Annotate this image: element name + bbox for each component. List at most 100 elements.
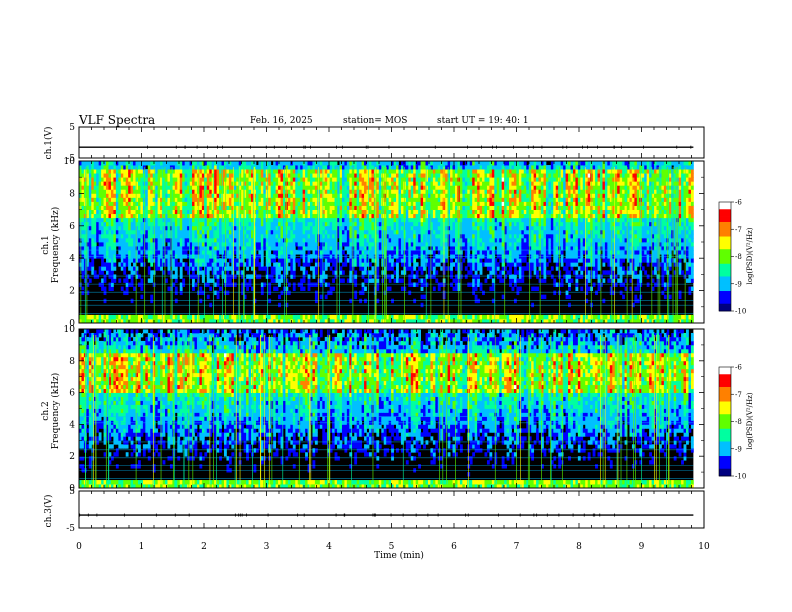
spectrogram-cell xyxy=(196,161,200,166)
spectrogram-cell xyxy=(96,177,100,182)
spectrogram-cell xyxy=(314,201,318,206)
spectrogram-cell xyxy=(396,258,399,263)
spectrogram-cell xyxy=(162,270,166,275)
spectrogram-cell xyxy=(302,201,306,206)
spectrogram-cell xyxy=(425,242,429,247)
spectrogram-cell xyxy=(98,217,102,223)
spectrogram-cell xyxy=(329,258,333,263)
spectrogram-cell xyxy=(243,181,247,186)
spectrogram-cell xyxy=(211,225,215,231)
spectrogram-cell xyxy=(396,221,399,227)
spectrogram-cell xyxy=(165,213,168,219)
spectrogram-cell xyxy=(415,193,419,198)
spectrogram-cell xyxy=(140,237,144,243)
spectrogram-cell xyxy=(113,189,117,194)
spectrogram-cell xyxy=(192,318,195,324)
spectrogram-cell xyxy=(373,250,377,255)
spectrogram-cell xyxy=(142,318,146,324)
spectrogram-cell xyxy=(302,246,306,251)
spectrogram-cell xyxy=(219,314,222,320)
spectrogram-cell xyxy=(292,209,296,215)
spectrogram-cell xyxy=(322,314,326,320)
spectrogram-cell xyxy=(440,217,444,223)
spectrogram-cell xyxy=(214,290,218,296)
spectrogram-cell xyxy=(177,193,181,198)
spectrogram-cell xyxy=(322,193,326,198)
spectrogram-cell xyxy=(346,169,350,174)
spectrogram-cell xyxy=(396,318,399,324)
spectrogram-cell xyxy=(147,318,151,324)
spectrogram-cell xyxy=(445,173,449,178)
spectrogram-cell xyxy=(150,201,154,206)
spectrogram-cell xyxy=(378,318,382,324)
spectrogram-cell xyxy=(322,262,326,267)
spectrogram-cell xyxy=(435,225,439,231)
spectrogram-cell xyxy=(96,237,100,243)
spectrogram-cell xyxy=(356,237,360,243)
spectrogram-cell xyxy=(344,242,348,247)
spectrogram-cell xyxy=(130,189,134,194)
spectrogram-cell xyxy=(332,278,335,283)
spectrogram-cell xyxy=(445,213,449,219)
spectrogram-cell xyxy=(174,181,178,186)
spectrogram-cell xyxy=(403,221,407,227)
spectrogram-cell xyxy=(108,165,112,170)
spectrogram-cell xyxy=(344,193,348,198)
spectrogram-cell xyxy=(368,262,372,267)
spectrogram-cell xyxy=(366,201,370,206)
spectrogram-cell xyxy=(88,221,92,227)
spectrogram-cell xyxy=(356,205,360,210)
spectrogram-cell xyxy=(310,165,313,170)
spectrogram-cell xyxy=(337,169,340,174)
spectrogram-cell xyxy=(430,173,434,178)
spectrogram-cell xyxy=(231,189,235,194)
spectrogram-cell xyxy=(280,197,284,202)
spectrogram-cell xyxy=(110,193,114,198)
spectrogram-cell xyxy=(268,225,272,231)
spectrogram-cell xyxy=(270,189,274,194)
spectrogram-cell xyxy=(454,242,458,247)
spectrogram-cell xyxy=(86,217,90,223)
spectrogram-cell xyxy=(278,217,281,223)
spectrogram-cell xyxy=(133,318,136,324)
spectrogram-cell xyxy=(91,250,95,255)
spectrogram-cell xyxy=(206,205,210,210)
spectrogram-cell xyxy=(201,201,205,206)
spectrogram-cell xyxy=(366,314,370,320)
spectrogram-cell xyxy=(135,169,139,174)
spectrogram-cell xyxy=(383,318,387,324)
spectrogram-cell xyxy=(302,173,306,178)
spectrogram-cell xyxy=(368,314,372,320)
spectrogram-cell xyxy=(467,246,471,251)
spectrogram-cell xyxy=(435,189,439,194)
spectrogram-cell xyxy=(396,278,399,283)
spectrogram-cell xyxy=(209,246,213,251)
spectrogram-cell xyxy=(150,185,154,190)
spectrogram-cell xyxy=(147,270,151,275)
spectrogram-cell xyxy=(403,250,407,255)
spectrogram-cell xyxy=(81,209,85,215)
spectrogram-cell xyxy=(420,258,424,263)
spectrogram-cell xyxy=(238,197,242,202)
spectrogram-cell xyxy=(364,278,367,283)
spectrogram-cell xyxy=(258,201,262,206)
spectrogram-cell xyxy=(280,258,284,263)
spectrogram-cell xyxy=(201,221,205,227)
spectrogram-cell xyxy=(145,221,149,227)
spectrogram-cell xyxy=(120,250,124,255)
spectrogram-cell xyxy=(231,262,235,267)
spectrogram-cell xyxy=(123,262,127,267)
spectrogram-cell xyxy=(361,229,365,235)
spectrogram-cell xyxy=(427,201,431,206)
spectrogram-cell xyxy=(364,197,367,202)
spectrogram-cell xyxy=(123,213,127,219)
spectrogram-cell xyxy=(366,246,370,251)
spectrogram-cell xyxy=(302,185,306,190)
spectrogram-cell xyxy=(292,161,296,166)
spectrogram-cell xyxy=(157,221,161,227)
spectrogram-cell xyxy=(231,258,235,263)
spectrogram-cell xyxy=(324,169,328,174)
spectrogram-cell xyxy=(287,266,291,271)
spectrogram-cell xyxy=(432,286,436,291)
spectrogram-cell xyxy=(410,213,414,219)
